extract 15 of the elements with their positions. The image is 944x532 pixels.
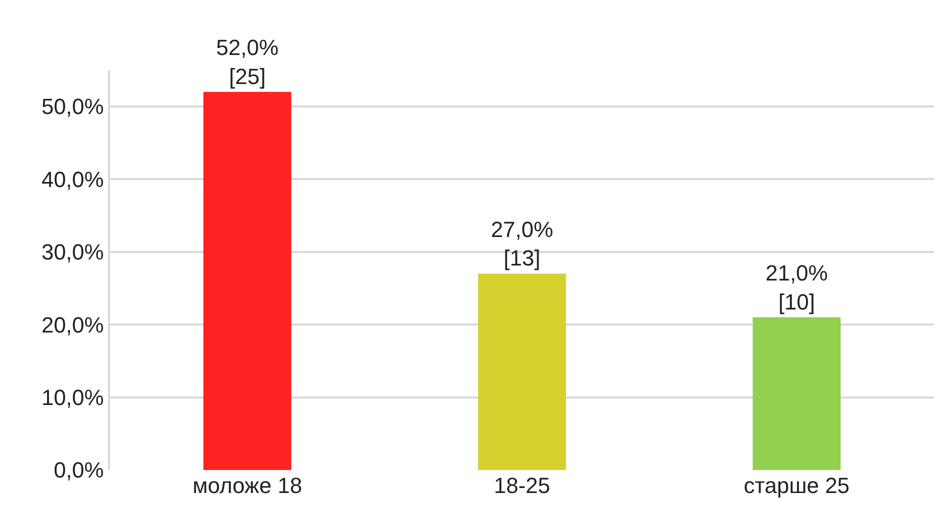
x-tick-label: старше 25 — [744, 473, 850, 498]
x-tick-label: 18-25 — [494, 473, 550, 498]
y-tick-label: 10,0% — [41, 384, 104, 410]
bar — [478, 274, 566, 470]
data-label: 27,0% [13] — [490, 217, 554, 271]
y-tick-label: 0,0% — [54, 458, 104, 483]
y-tick-label: 30,0% — [41, 240, 104, 265]
y-tick-label: 50,0% — [41, 94, 104, 120]
bar — [203, 92, 292, 470]
data-label: 52,0% [25] — [216, 35, 279, 89]
y-tick-label: 40,0% — [41, 166, 104, 192]
data-label: 21,0% [10] — [765, 260, 828, 314]
bar — [752, 317, 841, 470]
y-tick-label: 20,0% — [41, 312, 104, 338]
x-tick-label: моложе 18 — [192, 473, 302, 498]
